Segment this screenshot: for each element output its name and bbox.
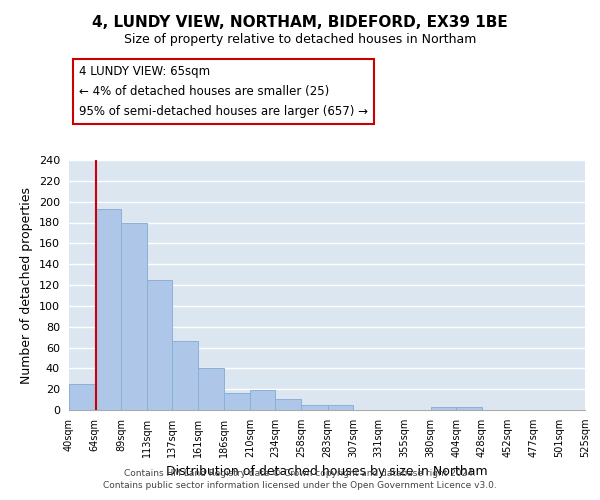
Bar bbox=[275, 398, 301, 410]
Text: 4 LUNDY VIEW: 65sqm
← 4% of detached houses are smaller (25)
95% of semi-detache: 4 LUNDY VIEW: 65sqm ← 4% of detached hou… bbox=[79, 65, 368, 118]
Text: Contains public sector information licensed under the Open Government Licence v3: Contains public sector information licen… bbox=[103, 481, 497, 490]
Bar bbox=[431, 407, 456, 410]
Bar bbox=[224, 394, 250, 410]
Bar bbox=[301, 405, 328, 410]
Bar bbox=[456, 407, 482, 410]
Bar bbox=[328, 405, 353, 410]
X-axis label: Distribution of detached houses by size in Northam: Distribution of detached houses by size … bbox=[166, 466, 488, 478]
Bar bbox=[146, 280, 172, 410]
Bar bbox=[95, 209, 121, 410]
Bar bbox=[69, 384, 95, 410]
Bar bbox=[250, 390, 275, 410]
Y-axis label: Number of detached properties: Number of detached properties bbox=[20, 186, 33, 384]
Text: Contains HM Land Registry data © Crown copyright and database right 2024.: Contains HM Land Registry data © Crown c… bbox=[124, 468, 476, 477]
Text: 4, LUNDY VIEW, NORTHAM, BIDEFORD, EX39 1BE: 4, LUNDY VIEW, NORTHAM, BIDEFORD, EX39 1… bbox=[92, 15, 508, 30]
Bar bbox=[172, 341, 198, 410]
Bar bbox=[198, 368, 224, 410]
Text: Size of property relative to detached houses in Northam: Size of property relative to detached ho… bbox=[124, 32, 476, 46]
Bar bbox=[121, 222, 146, 410]
